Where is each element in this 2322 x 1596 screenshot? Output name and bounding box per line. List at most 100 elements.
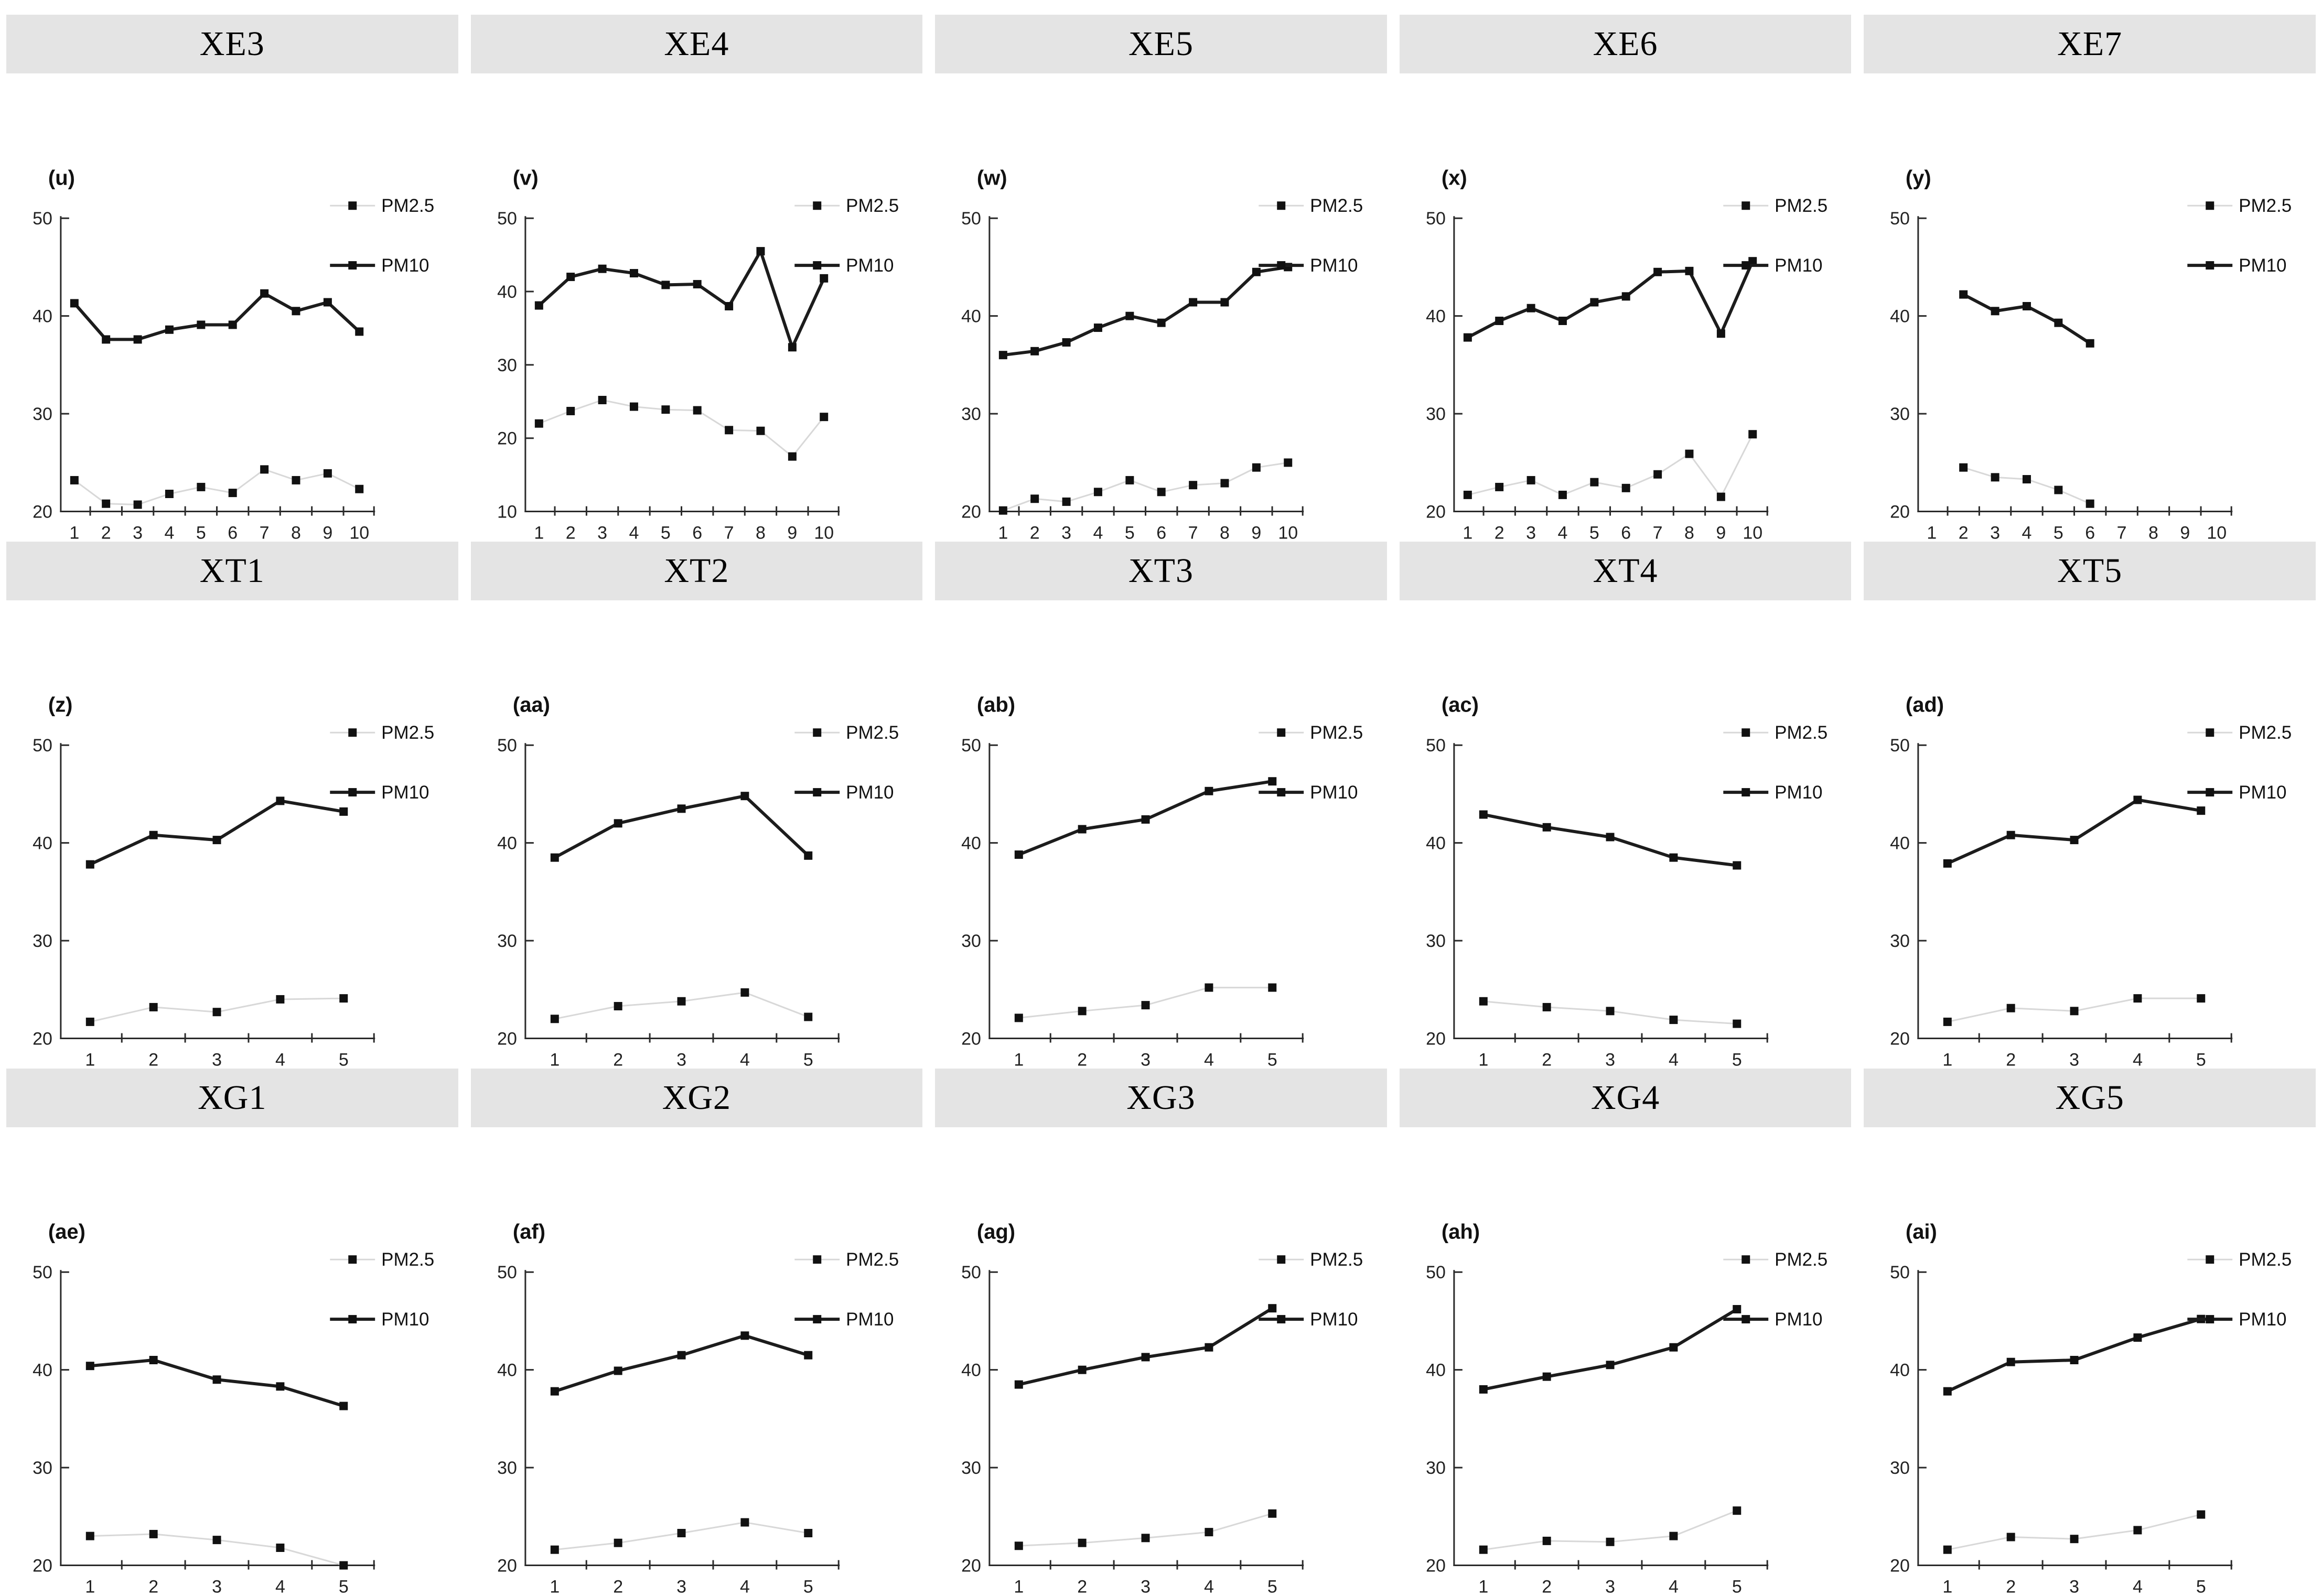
data-point-marker [1526, 476, 1535, 484]
series-pm10 [534, 247, 828, 352]
legend-label: PM2.5 [1775, 722, 1828, 743]
legend-item-pm10: PM10 [2187, 1309, 2287, 1330]
chart-canvas-XT2: (aa) 20 30 40 50 1 2 3 4 5 PM2.5 PM10 [497, 693, 899, 1069]
x-tick-label: 5 [660, 523, 670, 542]
y-tick-label: 50 [1426, 736, 1446, 756]
chart-canvas-XT4: (ac) 20 30 40 50 1 2 3 4 5 PM2.5 PM10 [1426, 693, 1828, 1069]
data-point-marker [1125, 311, 1134, 320]
data-point-marker [677, 1351, 686, 1360]
legend-item-pm25: PM2.5 [2187, 1249, 2292, 1270]
data-point-marker [276, 796, 285, 805]
legend-marker [1742, 261, 1750, 270]
legend-marker [1742, 788, 1750, 797]
x-tick-label: 3 [212, 1050, 222, 1069]
legend-marker [348, 261, 357, 270]
series-line [1947, 1514, 2201, 1551]
x-tick-label: 1 [1478, 1577, 1488, 1595]
data-point-marker [1685, 266, 1694, 275]
data-point-marker [2007, 1533, 2016, 1541]
series-pm10 [1943, 1314, 2206, 1396]
data-point-marker [276, 995, 285, 1004]
series-pm25 [999, 458, 1293, 515]
data-point-marker [1748, 257, 1757, 266]
data-point-marker [1030, 494, 1039, 503]
y-tick-label: 20 [961, 502, 981, 522]
data-point-marker [2133, 1333, 2142, 1342]
legend-label: PM10 [846, 1309, 894, 1330]
y-tick-label: 40 [33, 834, 52, 854]
x-tick-label: 4 [275, 1577, 285, 1595]
data-point-marker [212, 1536, 221, 1545]
y-tick-label: 20 [1890, 1029, 1910, 1049]
x-tick-label: 4 [165, 523, 175, 542]
x-tick-label: 6 [2086, 523, 2095, 542]
legend-item-pm25: PM2.5 [1723, 722, 1828, 743]
x-tick-label: 7 [1652, 523, 1662, 542]
y-tick-label: 40 [961, 1361, 981, 1381]
data-point-marker [1078, 1538, 1087, 1547]
data-point-marker [212, 1375, 221, 1384]
x-tick-label: 5 [1732, 1577, 1742, 1595]
data-point-marker [260, 289, 269, 298]
data-point-marker [1220, 298, 1229, 307]
data-point-marker [1479, 1545, 1488, 1554]
y-tick-label: 30 [497, 1458, 517, 1478]
x-tick-label: 5 [1732, 1050, 1742, 1069]
panel-XE3: XE3 (u) 20 30 40 50 1 2 3 4 5 6 7 8 9 10 PM2.5 PM10 [0, 15, 465, 542]
legend-marker [2206, 1255, 2214, 1264]
x-tick-label: 8 [291, 523, 301, 542]
data-point-marker [1062, 497, 1071, 506]
data-point-marker [1685, 449, 1694, 458]
panel-title-XE3: XE3 [6, 15, 458, 73]
x-tick-label: 2 [565, 523, 575, 542]
series-pm10 [85, 1356, 348, 1410]
legend-item-pm10: PM10 [1723, 1309, 1822, 1330]
legend-item-pm25: PM2.5 [1259, 722, 1363, 743]
x-tick-label: 5 [339, 1050, 349, 1069]
data-point-marker [1268, 777, 1277, 786]
x-tick-label: 2 [1542, 1050, 1552, 1069]
data-point-marker [1526, 304, 1535, 312]
data-point-marker [550, 1387, 559, 1396]
y-tick-label: 20 [497, 1029, 517, 1049]
legend-item-pm25: PM2.5 [1723, 196, 1828, 216]
data-point-marker [2007, 831, 2016, 839]
chart-canvas-XE5: (w) 20 30 40 50 1 2 3 4 5 6 7 8 9 10 PM2.5 PM10 [961, 166, 1363, 542]
data-point-marker [724, 426, 733, 435]
legend-item-pm25: PM2.5 [1723, 1249, 1828, 1270]
panel-sublabel: (z) [48, 693, 73, 716]
series-pm10 [1015, 1304, 1277, 1389]
panel-title-XE5: XE5 [935, 15, 1387, 73]
data-point-marker [1252, 463, 1261, 472]
data-point-marker [1606, 1361, 1615, 1369]
legend-label: PM2.5 [1775, 1249, 1828, 1270]
data-point-marker [788, 343, 797, 352]
data-point-marker [133, 335, 142, 344]
y-tick-label: 30 [33, 404, 52, 424]
data-point-marker [614, 1366, 622, 1375]
x-tick-label: 8 [1220, 523, 1230, 542]
x-tick-label: 6 [692, 523, 702, 542]
chart-canvas-XG4: (ah) 20 30 40 50 1 2 3 4 5 PM2.5 PM10 [1426, 1220, 1828, 1595]
panel-XG3: XG3 (ag) 20 30 40 50 1 2 3 4 5 PM2.5 PM10 [929, 1069, 1393, 1595]
panel-sublabel: (ac) [1442, 693, 1479, 716]
data-point-marker [803, 1529, 812, 1538]
data-point-marker [1669, 1016, 1678, 1025]
data-point-marker [999, 351, 1008, 360]
panel-title-XG1: XG1 [6, 1069, 458, 1127]
legend-label: PM10 [1310, 782, 1358, 803]
y-tick-label: 30 [961, 931, 981, 951]
x-tick-label: 2 [1542, 1577, 1552, 1595]
data-point-marker [1943, 1545, 1952, 1554]
x-tick-label: 7 [1188, 523, 1198, 542]
chart-canvas-XE4: (v) 10 20 30 40 50 1 2 3 4 5 6 7 8 9 10 PM2.5 PM10 [497, 166, 899, 542]
legend-label: PM2.5 [381, 196, 434, 216]
legend-label: PM2.5 [2239, 722, 2292, 743]
x-tick-label: 2 [1959, 523, 1969, 542]
data-point-marker [323, 469, 332, 478]
series-line [1482, 1308, 1738, 1391]
series-pm25 [534, 396, 828, 461]
series-pm25 [1943, 1510, 2206, 1554]
x-tick-label: 4 [275, 1050, 285, 1069]
data-point-marker [1268, 1509, 1277, 1518]
